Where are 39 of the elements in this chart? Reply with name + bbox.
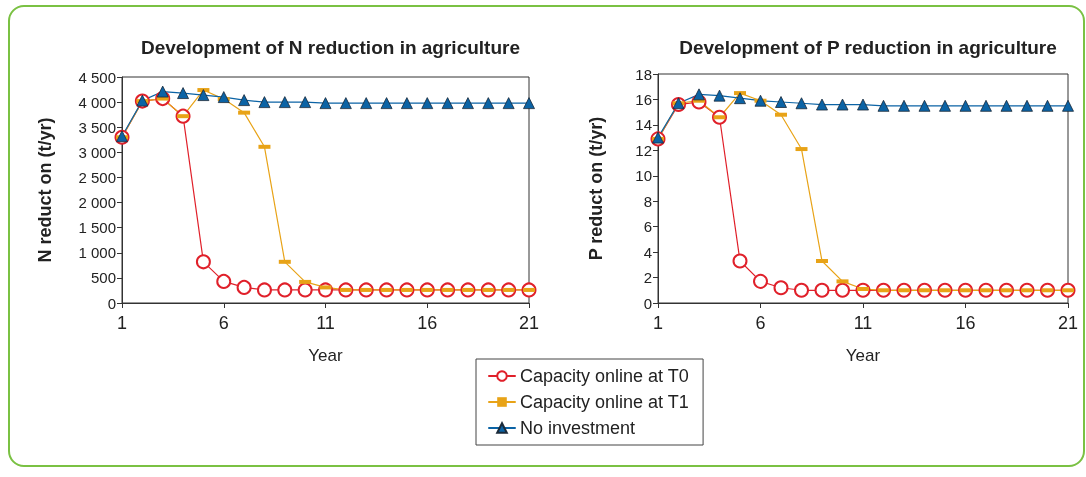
legend-label: Capacity online at T1: [520, 392, 689, 412]
y-tick-label: 1 500: [78, 219, 116, 237]
x-tick-label: 16: [417, 313, 438, 333]
y-tick-label: 12: [635, 141, 652, 159]
y-tick-label: 18: [635, 65, 652, 83]
y-axis-title: N reduct on (t/yr): [35, 117, 55, 263]
chart-title: Development of P reduction in agriculture: [679, 37, 1057, 58]
y-tick-label: 3 500: [78, 118, 116, 136]
y-tick-label: 2 000: [78, 194, 116, 212]
chart-title: Development of N reduction in agriculture: [141, 37, 520, 58]
y-tick-label: 0: [107, 294, 116, 312]
y-axis-title: P reduct on (t/yr): [586, 116, 606, 261]
y-tick-label: 8: [643, 192, 652, 210]
y-tick-label: 0: [643, 294, 652, 312]
x-tick-label: 1: [652, 313, 664, 333]
y-tick-label: 2: [643, 269, 652, 287]
x-axis-title: Year: [845, 346, 881, 365]
x-tick-label: 11: [853, 313, 873, 333]
x-tick-label: 16: [955, 313, 976, 333]
legend-label: No investment: [520, 418, 636, 438]
y-tick-label: 3 000: [78, 143, 116, 161]
x-tick-label: 6: [755, 313, 766, 333]
y-tick-label: 1 000: [78, 244, 116, 262]
x-tick-label: 21: [518, 313, 540, 333]
y-tick-label: 16: [635, 90, 652, 108]
y-tick-label: 10: [635, 167, 652, 185]
y-tick-label: 4 500: [78, 68, 116, 86]
legend-label: Capacity online at T0: [520, 366, 689, 386]
x-tick-label: 6: [218, 313, 229, 333]
x-tick-label: 21: [1057, 313, 1079, 333]
y-tick-label: 500: [90, 269, 116, 287]
x-tick-label: 11: [316, 313, 335, 333]
y-tick-label: 14: [635, 116, 652, 134]
y-tick-label: 6: [643, 218, 652, 236]
y-tick-label: 4: [643, 243, 652, 261]
x-tick-label: 1: [116, 313, 128, 333]
y-tick-label: 4 000: [78, 93, 116, 111]
y-tick-label: 2 500: [78, 168, 116, 186]
x-axis-title: Year: [308, 346, 344, 365]
